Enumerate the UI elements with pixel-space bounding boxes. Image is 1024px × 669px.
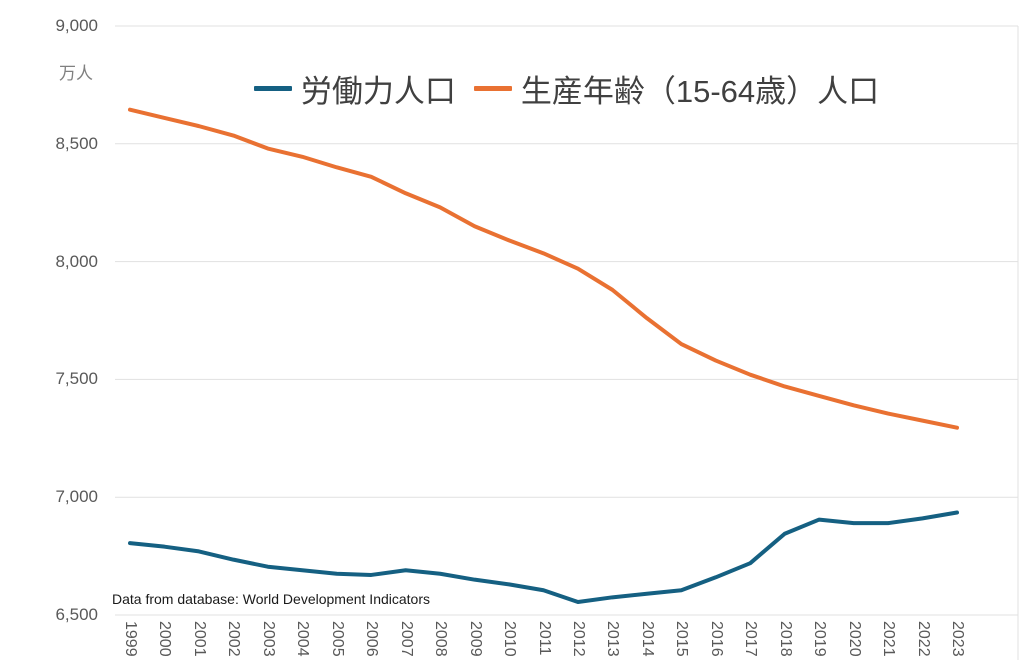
x-tick-label: 2000 xyxy=(156,621,174,657)
x-tick-label: 2003 xyxy=(259,621,277,657)
data-source-note: Data from database: World Development In… xyxy=(112,591,431,607)
x-tick-label: 2018 xyxy=(776,621,794,657)
y-tick-label: 6,500 xyxy=(55,605,98,624)
legend-line-marker-orange-icon xyxy=(473,85,512,91)
x-tick-label: 2013 xyxy=(604,621,622,657)
x-tick-label: 2022 xyxy=(914,621,932,657)
x-tick-label: 2002 xyxy=(225,621,243,657)
x-tick-label: 2006 xyxy=(363,621,381,657)
x-tick-label: 2010 xyxy=(501,621,519,657)
x-tick-label: 2014 xyxy=(638,621,656,657)
y-tick-label: 8,500 xyxy=(55,133,98,153)
series-line-labor-force xyxy=(128,510,959,605)
y-tick-label: 7,000 xyxy=(55,487,98,507)
series-line-working-age xyxy=(128,107,959,430)
legend-item-working-age: 生産年齢（15-64歳）人口 xyxy=(473,66,880,111)
x-tick-label: 2012 xyxy=(569,621,587,657)
y-tick-label: 7,500 xyxy=(55,369,98,389)
y-tick-label: 8,000 xyxy=(55,251,98,271)
x-tick-label: 1999 xyxy=(122,621,139,657)
x-tick-label: 2011 xyxy=(535,621,553,656)
legend-item-labor-force: 労働力人口 xyxy=(253,66,456,111)
y-tick-label: 9,000 xyxy=(55,16,98,35)
x-tick-label: 2007 xyxy=(397,621,415,657)
x-tick-label: 2021 xyxy=(880,621,898,657)
x-tick-label: 2015 xyxy=(673,621,691,657)
x-tick-label: 2005 xyxy=(328,621,346,657)
legend-line-marker-blue-icon xyxy=(253,85,292,91)
legend-label-working-age: 生産年齢（15-64歳）人口 xyxy=(520,73,880,109)
chart-legend: 労働力人口 生産年齢（15-64歳）人口 xyxy=(115,66,1018,110)
x-tick-label: 2019 xyxy=(811,621,829,657)
x-tick-label: 2001 xyxy=(190,621,208,657)
x-tick-label: 2023 xyxy=(949,621,966,657)
x-tick-label: 2016 xyxy=(707,621,725,657)
legend-label-labor-force: 労働力人口 xyxy=(300,73,456,109)
x-tick-label: 2020 xyxy=(845,621,863,657)
x-tick-label: 2017 xyxy=(742,621,760,657)
series-lines xyxy=(128,107,959,605)
x-tick-label: 2008 xyxy=(432,621,450,657)
y-axis-unit-label: 万人 xyxy=(59,64,93,83)
x-tick-label: 2004 xyxy=(294,621,312,657)
gridlines xyxy=(115,25,1019,660)
x-tick-label: 2009 xyxy=(466,621,484,657)
